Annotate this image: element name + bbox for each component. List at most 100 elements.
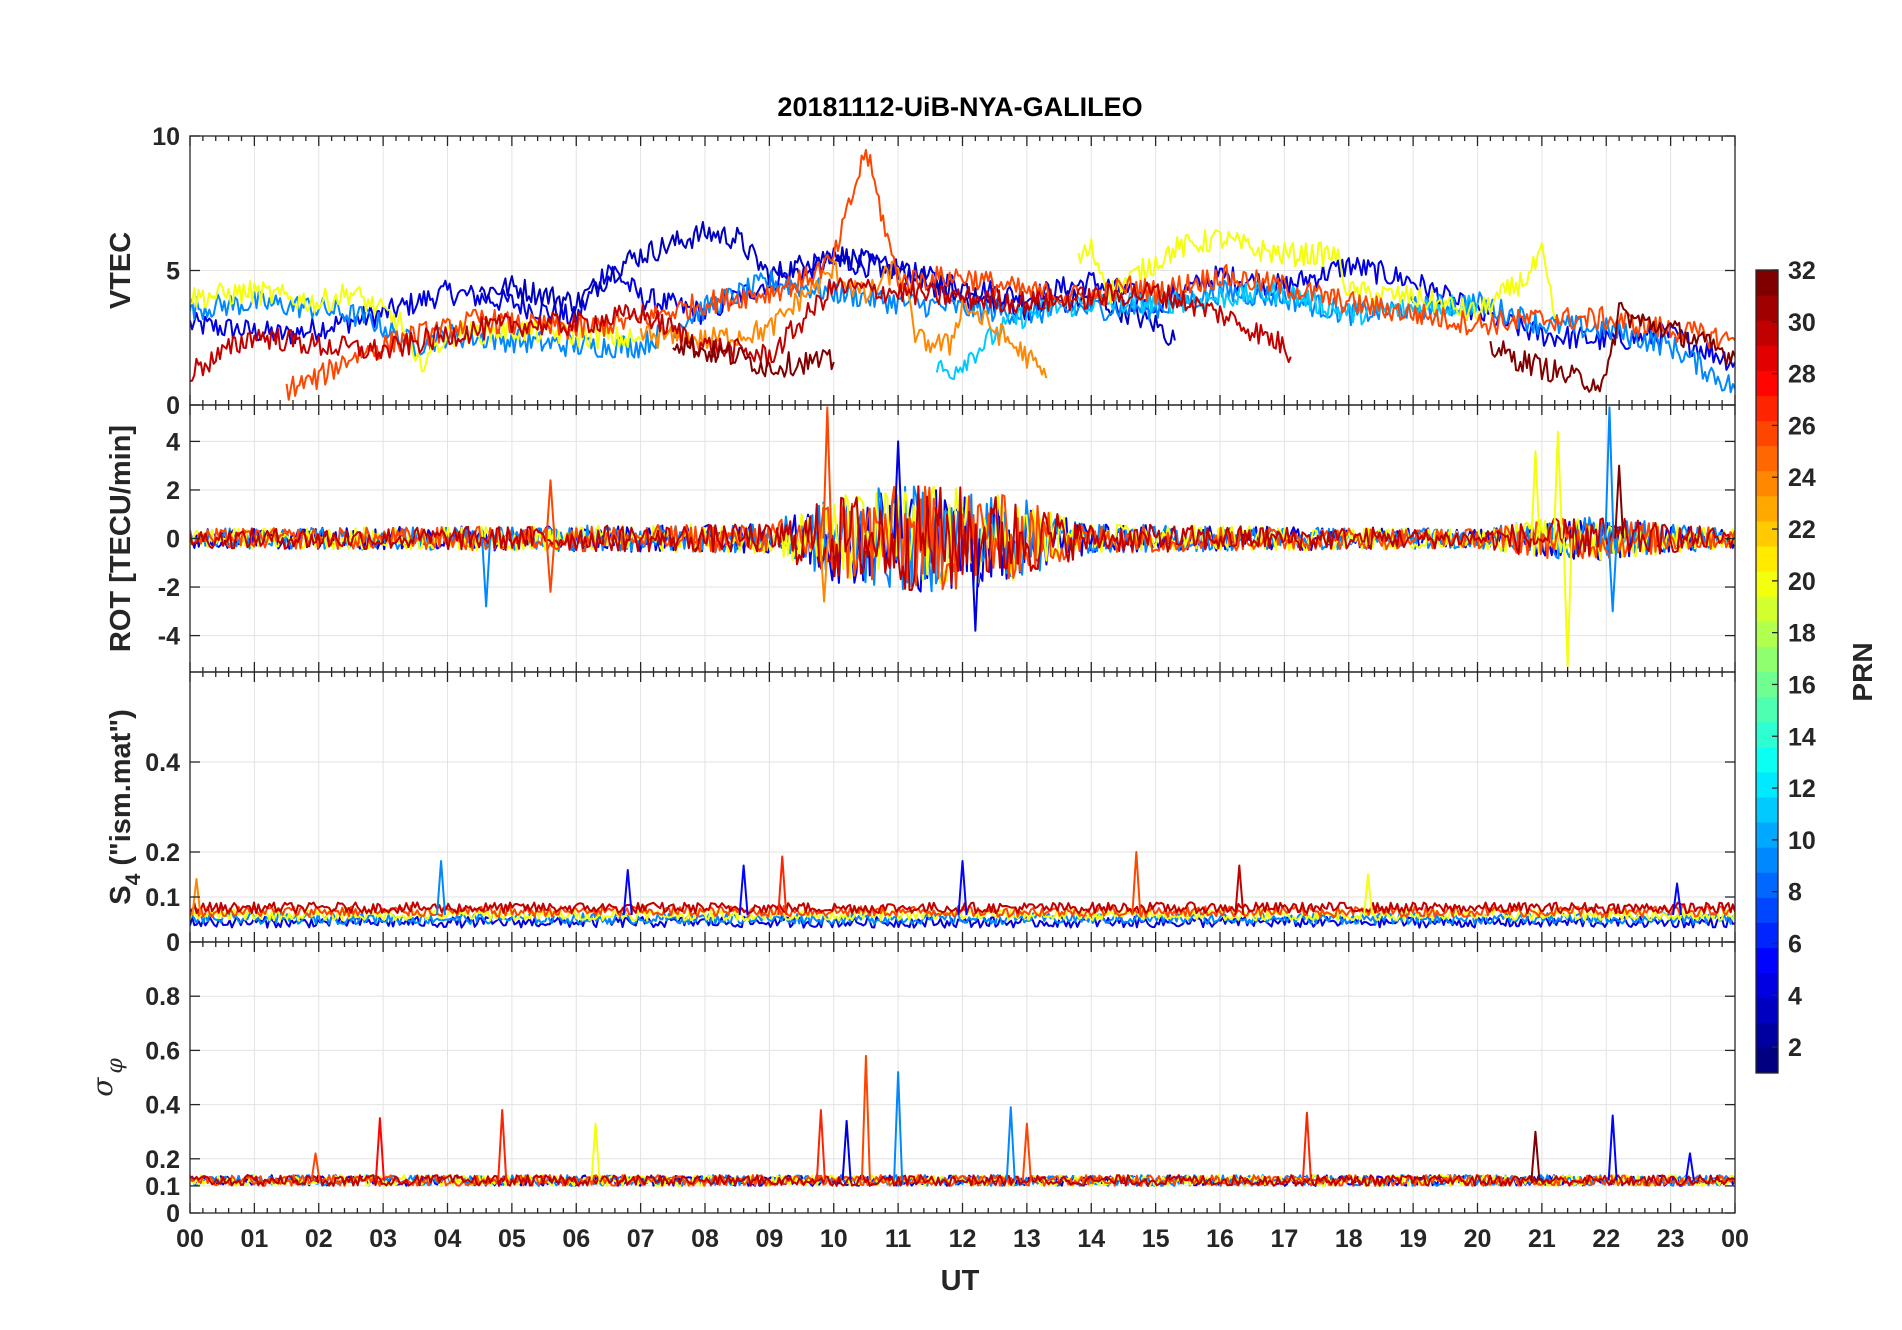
series-group: [190, 406, 1735, 669]
spike-prn-26: [310, 1152, 321, 1181]
colorbar-segment: [1756, 596, 1778, 622]
colorbar-tick-label: 6: [1788, 930, 1802, 958]
colorbar-segment: [1756, 1047, 1778, 1074]
y-tick-label: 5: [166, 258, 180, 286]
x-tick-label: 11: [885, 1225, 912, 1253]
y-axis-label: ROT [TECU/min]: [105, 425, 137, 652]
y-tick-label: 0: [166, 526, 180, 554]
spike-prn-24: [191, 878, 202, 916]
spike-prn-27: [497, 1109, 508, 1181]
colorbar-segment: [1756, 671, 1778, 698]
spike-prn-20: [590, 1122, 601, 1181]
spike-prn-5: [1684, 1152, 1695, 1181]
spike-prn-20: [1363, 873, 1374, 916]
series-group: [190, 148, 1735, 401]
spike-prn-26: [1021, 1122, 1032, 1181]
colorbar-segment: [1756, 395, 1778, 422]
x-tick-label: 14: [1077, 1225, 1105, 1253]
x-tick-label: 10: [820, 1225, 848, 1253]
series-prn-24: [639, 260, 1048, 379]
grid: [189, 942, 1736, 1214]
x-tick-label: 17: [1270, 1225, 1298, 1253]
x-tick-label: 19: [1399, 1225, 1427, 1253]
x-tick-label: 23: [1657, 1225, 1685, 1253]
colorbar-segment: [1756, 571, 1778, 597]
x-axis-label: UT: [941, 1265, 980, 1297]
spike-prn-20: [1552, 430, 1563, 539]
panel-s4: 0 0.1 0.2 0.4S4 ("ism.mat"): [105, 671, 1736, 957]
spike-prn-9: [1604, 406, 1615, 539]
spike-prn-27: [815, 1109, 826, 1181]
series-prn-9: [190, 912, 1735, 925]
y-tick-label: 0.4: [145, 1092, 180, 1120]
y-tick-label: 0: [166, 1200, 180, 1228]
spike-prn-9: [481, 538, 492, 608]
spike-prn-27: [1301, 1111, 1312, 1181]
spike-prn-5: [1607, 1114, 1618, 1181]
colorbar-tick-label: 4: [1788, 982, 1802, 1010]
x-tick-label: 00: [176, 1225, 204, 1253]
ticks: [189, 405, 1736, 672]
x-tick-label: 05: [498, 1225, 526, 1253]
colorbar-segment: [1756, 445, 1778, 472]
ticks: [189, 135, 1736, 406]
spike-prn-5: [622, 869, 633, 916]
spike-prn-5: [738, 864, 749, 916]
panel-vtec: 0 5 10 VTEC: [105, 123, 1736, 420]
x-tick-label: 15: [1142, 1225, 1170, 1253]
spike-prn-26: [822, 406, 833, 539]
series-prn-20: [190, 908, 1735, 922]
ticks: [189, 672, 1736, 943]
colorbar-segment: [1756, 295, 1778, 321]
x-tick-label: 12: [949, 1225, 977, 1253]
x-tick-label: 21: [1528, 1225, 1556, 1253]
colorbar-tick-label: 20: [1788, 568, 1816, 596]
colorbar-segment: [1756, 897, 1778, 923]
spike-prn-32: [1614, 464, 1625, 539]
x-tick-label: 00: [1721, 1225, 1749, 1253]
y-tick-label: 0.1: [145, 1173, 180, 1201]
colorbar-segment: [1756, 746, 1778, 773]
spike-prn-4: [970, 538, 981, 632]
colorbar-segment: [1756, 947, 1778, 974]
spike-prn-20: [1562, 538, 1573, 669]
x-tick-label: 04: [434, 1225, 462, 1253]
colorbar-segment: [1756, 721, 1778, 748]
panel-sigma_phi: 00.10.2 0.4 0.6 0.8 σφ: [86, 941, 1736, 1228]
spike-prn-30: [1234, 864, 1245, 916]
colorbar-tick-label: 2: [1788, 1034, 1802, 1062]
colorbar-segment: [1756, 972, 1778, 999]
colorbar-tick-label: 32: [1788, 257, 1816, 285]
grid: [189, 672, 1736, 943]
y-tick-label: 0.4: [145, 749, 180, 777]
spike-prn-5: [1672, 882, 1683, 916]
series-prn-32: [1489, 301, 1735, 393]
y-tick-label: -2: [158, 574, 180, 602]
colorbar-segment: [1756, 470, 1778, 497]
series-group: [190, 1054, 1735, 1187]
x-tick-label: 03: [369, 1225, 397, 1253]
colorbar-tick-label: 22: [1788, 516, 1816, 544]
colorbar-label: PRN: [1847, 642, 1878, 701]
chart-title: 20181112-UiB-NYA-GALILEO: [777, 92, 1142, 122]
ticks: [189, 942, 1736, 1214]
series-prn-26: [285, 148, 1735, 401]
colorbar-tick-label: 8: [1788, 879, 1802, 907]
spike-prn-28: [374, 1117, 385, 1181]
colorbar-segment: [1756, 646, 1778, 672]
spike-prn-9: [436, 860, 447, 916]
panel-rot: -4 -2 0 2 4 ROT [TECU/min]: [105, 404, 1736, 673]
colorbar-tick-label: 26: [1788, 412, 1816, 440]
x-tick-label: 18: [1335, 1225, 1363, 1253]
y-tick-label: 0: [166, 929, 180, 957]
spike-prn-5: [957, 860, 968, 916]
colorbar-segment: [1756, 320, 1778, 346]
colorbar-segment: [1756, 822, 1778, 848]
spike-prn-26: [860, 1054, 871, 1181]
y-axis-label: S4 ("ism.mat"): [105, 709, 145, 905]
y-tick-label: 0: [166, 392, 180, 420]
series-group: [190, 851, 1735, 929]
